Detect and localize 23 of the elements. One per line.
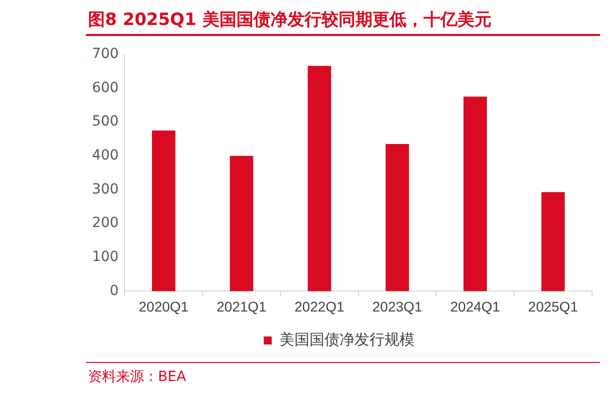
x-tick-label: 2020Q1 [138, 298, 189, 314]
y-tick-label: 200 [92, 215, 119, 232]
bar [308, 66, 332, 292]
y-tick-label: 600 [92, 80, 119, 96]
bar [541, 192, 565, 292]
y-tick-label: 100 [92, 249, 119, 266]
y-tick-label: 400 [92, 148, 119, 164]
y-tick-label: 300 [92, 181, 119, 198]
text: 资料来源：BEA [88, 368, 186, 386]
x-tick-label: 2025Q1 [528, 298, 578, 314]
x-tick-label: 2022Q1 [294, 298, 345, 314]
y-tick-label: 0 [110, 282, 119, 299]
x-tick-label: 2021Q1 [216, 298, 267, 314]
y-tick-label: 500 [92, 114, 119, 130]
x-tick-label: 2023Q1 [372, 298, 422, 314]
x-tick-label: 2024Q1 [450, 298, 500, 314]
bar [464, 96, 487, 292]
bar [386, 144, 409, 292]
bar [230, 156, 254, 292]
y-tick-label: 700 [92, 46, 119, 62]
legend-label: 美国国债净发行规模 [279, 330, 414, 348]
bar [152, 130, 176, 292]
chart-title: 图8 2025Q1 美国国债净发行较同期更低，十亿美元 [88, 9, 492, 31]
